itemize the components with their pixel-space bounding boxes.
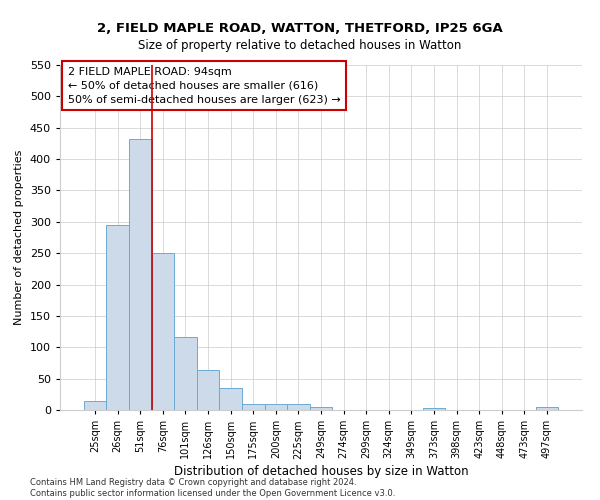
Bar [152, 253, 174, 410]
Bar [310, 407, 332, 410]
Bar [129, 139, 152, 410]
Bar [287, 404, 310, 410]
X-axis label: Distribution of detached houses by size in Watton: Distribution of detached houses by size … [173, 466, 469, 478]
Bar [536, 407, 558, 410]
Bar [84, 400, 106, 410]
Y-axis label: Number of detached properties: Number of detached properties [14, 150, 24, 325]
Text: Size of property relative to detached houses in Watton: Size of property relative to detached ho… [139, 39, 461, 52]
Text: Contains HM Land Registry data © Crown copyright and database right 2024.
Contai: Contains HM Land Registry data © Crown c… [30, 478, 395, 498]
Text: 2, FIELD MAPLE ROAD, WATTON, THETFORD, IP25 6GA: 2, FIELD MAPLE ROAD, WATTON, THETFORD, I… [97, 22, 503, 36]
Bar [174, 336, 197, 410]
Bar [197, 370, 220, 410]
Bar [242, 404, 265, 410]
Text: 2 FIELD MAPLE ROAD: 94sqm
← 50% of detached houses are smaller (616)
50% of semi: 2 FIELD MAPLE ROAD: 94sqm ← 50% of detac… [68, 66, 341, 104]
Bar [422, 408, 445, 410]
Bar [265, 404, 287, 410]
Bar [220, 388, 242, 410]
Bar [106, 225, 129, 410]
